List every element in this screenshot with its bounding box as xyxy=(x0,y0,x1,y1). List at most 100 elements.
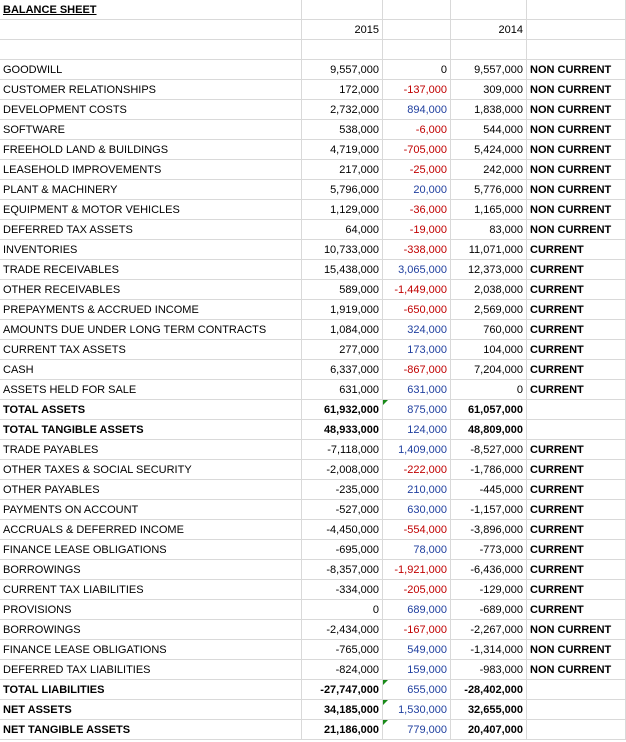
empty-cell xyxy=(302,40,383,60)
asset-class: CURRENT xyxy=(527,320,626,340)
row-label: OTHER TAXES & SOCIAL SECURITY xyxy=(0,460,302,480)
current-value: -695,000 xyxy=(302,540,383,560)
change-value: 549,000 xyxy=(383,640,451,660)
empty-cell xyxy=(527,700,626,720)
row-label: OTHER RECEIVABLES xyxy=(0,280,302,300)
formula-marker xyxy=(383,680,388,685)
change-value: 894,000 xyxy=(383,100,451,120)
asset-class: CURRENT xyxy=(527,360,626,380)
change-value: 655,000 xyxy=(383,680,451,700)
prior-value: 1,838,000 xyxy=(451,100,527,120)
prior-value: 104,000 xyxy=(451,340,527,360)
change-value: 20,000 xyxy=(383,180,451,200)
prior-value: 48,809,000 xyxy=(451,420,527,440)
row-label: TOTAL TANGIBLE ASSETS xyxy=(0,420,302,440)
empty-cell xyxy=(0,40,302,60)
asset-class: NON CURRENT xyxy=(527,620,626,640)
change-value: 1,409,000 xyxy=(383,440,451,460)
prior-value: 61,057,000 xyxy=(451,400,527,420)
row-label: PREPAYMENTS & ACCRUED INCOME xyxy=(0,300,302,320)
change-value: 78,000 xyxy=(383,540,451,560)
change-value: 1,530,000 xyxy=(383,700,451,720)
row-label: OTHER PAYABLES xyxy=(0,480,302,500)
asset-class: CURRENT xyxy=(527,520,626,540)
row-label: BORROWINGS xyxy=(0,620,302,640)
current-value: 277,000 xyxy=(302,340,383,360)
current-value: 538,000 xyxy=(302,120,383,140)
prior-value: 12,373,000 xyxy=(451,260,527,280)
current-value: 1,084,000 xyxy=(302,320,383,340)
prior-value: 544,000 xyxy=(451,120,527,140)
asset-class: CURRENT xyxy=(527,500,626,520)
current-value: 61,932,000 xyxy=(302,400,383,420)
change-value: -25,000 xyxy=(383,160,451,180)
current-value: -824,000 xyxy=(302,660,383,680)
empty-cell xyxy=(383,20,451,40)
row-label: NET TANGIBLE ASSETS xyxy=(0,720,302,740)
current-value: 10,733,000 xyxy=(302,240,383,260)
change-value: -36,000 xyxy=(383,200,451,220)
year-header: 2014 xyxy=(451,20,527,40)
change-value: -650,000 xyxy=(383,300,451,320)
change-value: -1,449,000 xyxy=(383,280,451,300)
current-value: 64,000 xyxy=(302,220,383,240)
prior-value: -689,000 xyxy=(451,600,527,620)
asset-class: NON CURRENT xyxy=(527,80,626,100)
current-value: -2,008,000 xyxy=(302,460,383,480)
change-value: 3,065,000 xyxy=(383,260,451,280)
prior-value: 5,424,000 xyxy=(451,140,527,160)
change-value: -1,921,000 xyxy=(383,560,451,580)
change-value: -705,000 xyxy=(383,140,451,160)
asset-class: NON CURRENT xyxy=(527,640,626,660)
row-label: TOTAL LIABILITIES xyxy=(0,680,302,700)
change-value: 124,000 xyxy=(383,420,451,440)
year-header: 2015 xyxy=(302,20,383,40)
asset-class: CURRENT xyxy=(527,260,626,280)
empty-cell xyxy=(383,0,451,20)
current-value: 589,000 xyxy=(302,280,383,300)
change-value: -19,000 xyxy=(383,220,451,240)
asset-class: CURRENT xyxy=(527,560,626,580)
empty-cell xyxy=(383,40,451,60)
prior-value: -129,000 xyxy=(451,580,527,600)
change-value: -205,000 xyxy=(383,580,451,600)
current-value: 631,000 xyxy=(302,380,383,400)
asset-class: CURRENT xyxy=(527,600,626,620)
current-value: 21,186,000 xyxy=(302,720,383,740)
prior-value: -3,896,000 xyxy=(451,520,527,540)
current-value: -4,450,000 xyxy=(302,520,383,540)
formula-marker xyxy=(383,400,388,405)
asset-class: NON CURRENT xyxy=(527,220,626,240)
prior-value: -445,000 xyxy=(451,480,527,500)
row-label: ASSETS HELD FOR SALE xyxy=(0,380,302,400)
current-value: -8,357,000 xyxy=(302,560,383,580)
row-label: LEASEHOLD IMPROVEMENTS xyxy=(0,160,302,180)
asset-class: CURRENT xyxy=(527,380,626,400)
current-value: -2,434,000 xyxy=(302,620,383,640)
formula-marker xyxy=(383,720,388,725)
empty-cell xyxy=(527,400,626,420)
prior-value: 309,000 xyxy=(451,80,527,100)
asset-class: CURRENT xyxy=(527,340,626,360)
prior-value: 9,557,000 xyxy=(451,60,527,80)
change-value: 173,000 xyxy=(383,340,451,360)
current-value: 2,732,000 xyxy=(302,100,383,120)
current-value: -27,747,000 xyxy=(302,680,383,700)
change-value: 631,000 xyxy=(383,380,451,400)
prior-value: 32,655,000 xyxy=(451,700,527,720)
prior-value: -1,786,000 xyxy=(451,460,527,480)
asset-class: CURRENT xyxy=(527,300,626,320)
empty-cell xyxy=(451,40,527,60)
current-value: 5,796,000 xyxy=(302,180,383,200)
current-value: 48,933,000 xyxy=(302,420,383,440)
row-label: PLANT & MACHINERY xyxy=(0,180,302,200)
empty-cell xyxy=(527,40,626,60)
change-value: 630,000 xyxy=(383,500,451,520)
change-value: 779,000 xyxy=(383,720,451,740)
prior-value: -1,157,000 xyxy=(451,500,527,520)
prior-value: 11,071,000 xyxy=(451,240,527,260)
row-label: NET ASSETS xyxy=(0,700,302,720)
current-value: -765,000 xyxy=(302,640,383,660)
